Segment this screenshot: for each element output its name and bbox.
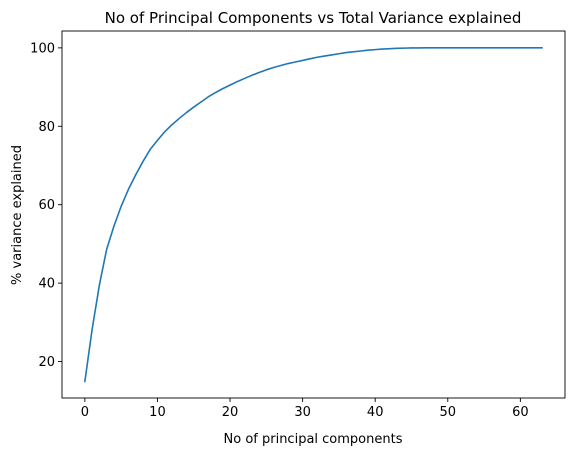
series-line-0 [84,47,543,383]
x-tick-label: 40 [367,405,384,420]
y-tick-label: 60 [38,198,55,213]
x-axis-ticks: 0 10 20 30 40 50 60 [81,398,529,420]
y-tick-label: 100 [30,41,55,56]
x-tick-label: 60 [512,405,529,420]
x-tick-label: 50 [440,405,457,420]
x-tick-label: 0 [81,405,89,420]
y-axis-label: % variance explained [10,145,25,285]
x-tick-label: 10 [149,405,166,420]
x-tick-label: 30 [294,405,311,420]
x-tick-label: 20 [222,405,239,420]
chart-title: No of Principal Components vs Total Vari… [105,9,522,27]
plot-frame [61,30,566,399]
plot-area [61,30,566,399]
y-axis-ticks: 20 40 60 80 100 [30,41,62,370]
x-axis-label: No of principal components [224,432,403,447]
y-tick-label: 40 [38,277,55,292]
y-tick-label: 80 [38,120,55,135]
y-tick-label: 20 [38,355,55,370]
